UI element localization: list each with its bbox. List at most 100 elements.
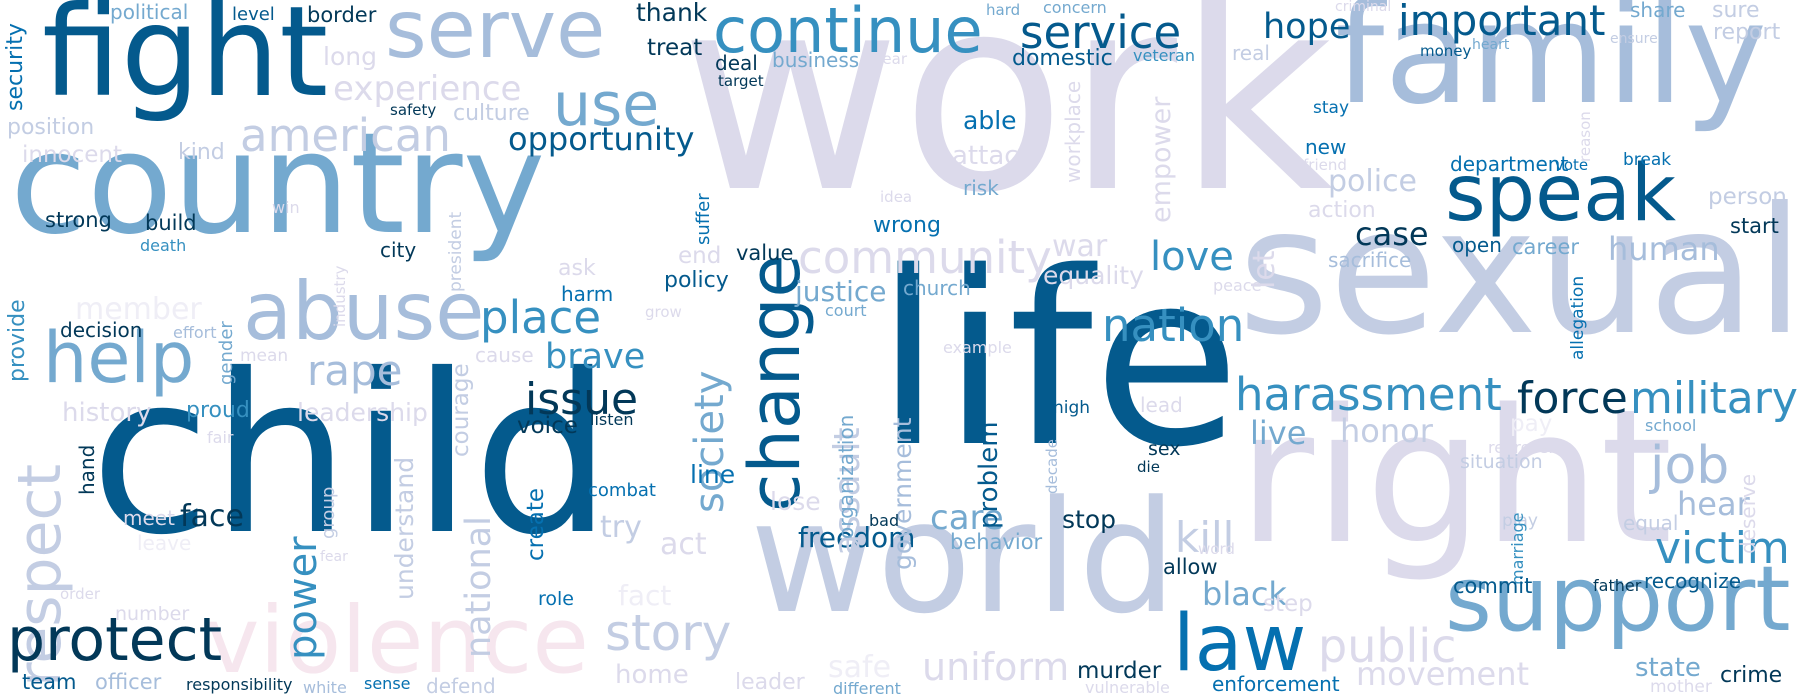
cloud-word: officer	[95, 670, 162, 694]
cloud-word: allow	[1163, 555, 1218, 579]
cloud-word: harm	[561, 282, 614, 306]
cloud-word: uniform	[922, 645, 1070, 689]
cloud-word: situation	[1460, 451, 1543, 473]
cloud-word: wrong	[873, 213, 941, 238]
cloud-word: continue	[713, 0, 983, 67]
cloud-word: hear	[1677, 485, 1750, 523]
cloud-word: different	[833, 679, 901, 698]
cloud-word: support	[1445, 547, 1791, 652]
cloud-word: victim	[1655, 523, 1790, 574]
cloud-word: decade	[1043, 439, 1061, 494]
cloud-word: build	[145, 211, 197, 235]
cloud-word: opportunity	[508, 120, 695, 158]
cloud-word: movement	[1356, 655, 1530, 693]
cloud-word: concern	[1043, 0, 1107, 17]
cloud-word: stay	[1313, 98, 1350, 118]
cloud-word: fight	[42, 0, 329, 125]
cloud-word: person	[1708, 184, 1787, 210]
cloud-word: serve	[385, 0, 606, 76]
cloud-word: pay	[1510, 411, 1553, 437]
cloud-word: culture	[453, 101, 530, 126]
cloud-word: heart	[1472, 37, 1510, 53]
cloud-word: peace	[1213, 276, 1262, 295]
cloud-word: brave	[545, 337, 646, 377]
cloud-word: harassment	[1235, 368, 1502, 421]
cloud-word: action	[1308, 198, 1376, 223]
cloud-word: home	[615, 660, 689, 690]
cloud-word: child	[90, 327, 613, 583]
cloud-word: lose	[770, 487, 821, 516]
cloud-word: create	[523, 487, 549, 561]
cloud-word: court	[825, 301, 867, 320]
cloud-word: deal	[715, 51, 758, 75]
cloud-word: value	[736, 241, 794, 265]
cloud-word: right	[1238, 369, 1673, 585]
cloud-word: force	[1517, 373, 1628, 424]
cloud-word: play	[1502, 511, 1538, 531]
cloud-word: share	[1630, 0, 1686, 22]
cloud-word: reason	[1576, 111, 1594, 162]
cloud-word: death	[140, 236, 187, 255]
cloud-word: public	[1318, 619, 1457, 673]
cloud-word: state	[1635, 653, 1701, 683]
cloud-word: safety	[390, 101, 437, 119]
cloud-word: live	[1250, 414, 1307, 452]
cloud-word: vulnerable	[1085, 678, 1170, 697]
cloud-word: step	[1263, 591, 1313, 617]
cloud-word: hope	[1263, 7, 1351, 47]
cloud-word: business	[772, 48, 860, 72]
cloud-word: face	[180, 499, 244, 534]
cloud-word: protect	[7, 605, 223, 675]
cloud-word: allegation	[1568, 275, 1588, 360]
cloud-word: city	[380, 238, 417, 262]
cloud-word: sense	[364, 674, 411, 693]
cloud-word: break	[1623, 150, 1672, 170]
cloud-word: story	[605, 604, 732, 662]
cloud-word: hand	[75, 444, 99, 495]
cloud-word: line	[690, 460, 736, 489]
cloud-word: political	[110, 0, 189, 24]
cloud-word: safe	[828, 650, 892, 685]
cloud-word: act	[660, 527, 707, 562]
cloud-word: clear	[870, 50, 908, 68]
cloud-word: level	[232, 4, 275, 25]
cloud-word: recognize	[1644, 569, 1742, 593]
cloud-word: behavior	[950, 530, 1043, 554]
cloud-word: courage	[448, 362, 474, 457]
cloud-word: speak	[1445, 149, 1677, 239]
cloud-word: service	[1020, 6, 1182, 59]
cloud-word: violence	[205, 587, 589, 694]
cloud-word: life	[875, 220, 1241, 500]
cloud-word: money	[1420, 42, 1472, 60]
cloud-word: abuse	[243, 265, 485, 358]
cloud-word: real	[1232, 41, 1270, 65]
cloud-word: fear	[320, 549, 348, 565]
cloud-word: honor	[1340, 412, 1433, 450]
cloud-word: target	[718, 72, 764, 90]
cloud-word: national	[459, 516, 499, 658]
cloud-word: work	[680, 0, 1334, 252]
cloud-word: vote	[1555, 156, 1589, 174]
cloud-word: kind	[178, 140, 225, 165]
cloud-word: mother	[1650, 677, 1712, 697]
cloud-word: love	[1150, 234, 1234, 280]
cloud-word: try	[600, 510, 642, 545]
cloud-word: stop	[1062, 505, 1116, 534]
cloud-word: nation	[1102, 299, 1245, 352]
cloud-word: job	[1650, 436, 1730, 496]
cloud-word: number	[115, 603, 190, 625]
cloud-word: use	[553, 70, 660, 140]
cloud-word: justice	[795, 275, 887, 308]
cloud-word: law	[1173, 599, 1307, 689]
cloud-word: start	[1730, 214, 1779, 238]
cloud-word: department	[1450, 152, 1569, 176]
cloud-word: sexual	[1238, 171, 1800, 374]
cloud-word: listen	[590, 410, 634, 429]
cloud-word: thank	[636, 0, 708, 27]
cloud-word: human	[1608, 230, 1720, 268]
cloud-word: american	[240, 109, 451, 162]
cloud-word: decision	[60, 318, 143, 342]
cloud-word: high	[1053, 398, 1091, 418]
cloud-word: die	[1137, 458, 1160, 476]
